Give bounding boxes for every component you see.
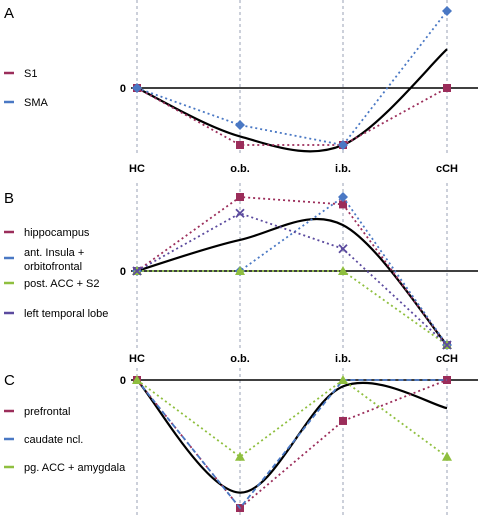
legend-label: SMA: [24, 97, 49, 109]
data-point: [132, 375, 142, 384]
category-label: i.b.: [335, 353, 351, 365]
data-point: [132, 266, 142, 276]
legend-label: prefrontal: [24, 406, 70, 418]
legend-label: S1: [24, 68, 37, 80]
data-point: [443, 84, 451, 92]
data-point: [339, 416, 347, 425]
legend-label-line: orbitofrontal: [24, 261, 82, 273]
trend-curve: [136, 379, 448, 494]
category-label: i.b.: [335, 163, 351, 175]
zero-label: 0: [120, 375, 126, 387]
category-label: o.b.: [230, 353, 250, 365]
trend-curve: [136, 48, 448, 153]
category-label: cCH: [436, 163, 458, 175]
legend-label: caudate ncl.: [24, 434, 83, 446]
panel-letter: A: [4, 5, 14, 22]
zero-label: 0: [120, 83, 126, 95]
series-caudate-ncl-: [136, 379, 447, 510]
series-line: [136, 379, 448, 510]
category-label: o.b.: [230, 163, 250, 175]
data-point: [235, 266, 245, 275]
series-line: [136, 378, 448, 458]
data-point: [132, 83, 142, 93]
data-point: [338, 266, 348, 275]
trend-curve: [136, 217, 448, 346]
series-sma: [132, 6, 452, 150]
legend-label: left temporal lobe: [24, 308, 108, 320]
series-pg-acc-amygdala: [132, 375, 452, 461]
data-point: [236, 141, 244, 149]
data-point: [235, 120, 245, 131]
data-point: [235, 208, 245, 218]
data-point: [442, 451, 452, 461]
data-point: [235, 451, 245, 461]
category-label: HC: [129, 353, 145, 365]
data-point: [338, 375, 348, 384]
series-line: [137, 270, 448, 346]
series-line: [136, 379, 447, 510]
data-point: [442, 6, 452, 17]
category-label: HC: [129, 163, 145, 175]
panel-b: 0 B HC o.b. i.b. cCH hippocampus ant. Insula + o…: [4, 183, 478, 365]
panels: 0 A HC o.b. i.b. cCH S1 SMA 0 B HC o.b. i.b. cCH hippo…: [4, 0, 478, 518]
series-line: [136, 10, 448, 146]
data-point: [338, 244, 348, 254]
legend-label: post. ACC + S2: [24, 278, 100, 290]
data-point: [236, 193, 244, 201]
legend-label: hippocampus: [24, 227, 90, 239]
data-point: [338, 140, 348, 150]
panel-a: 0 A HC o.b. i.b. cCH S1 SMA: [4, 0, 478, 175]
panel-letter: B: [4, 190, 14, 207]
series-left-temporal-lobe: [132, 208, 452, 350]
category-label: cCH: [436, 353, 458, 365]
legend-label-line: ant. Insula +: [24, 247, 84, 259]
zero-label: 0: [120, 266, 126, 278]
series-post-acc-s2: [132, 266, 452, 349]
series-s1: [133, 84, 451, 149]
series-line: [136, 87, 448, 146]
legend-label: ant. Insula + orbitofrontal: [24, 247, 84, 273]
legend-label: pg. ACC + amygdala: [24, 462, 126, 474]
data-point: [338, 192, 348, 202]
data-point: [442, 340, 452, 350]
panel-letter: C: [4, 372, 15, 389]
data-point: [339, 200, 347, 209]
